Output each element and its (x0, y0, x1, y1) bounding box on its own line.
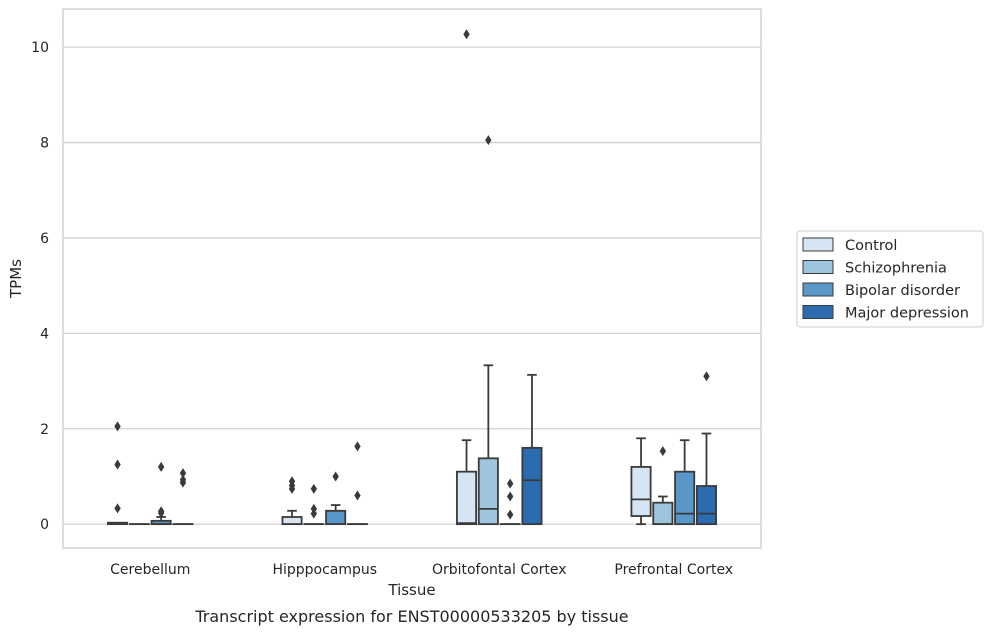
outlier-point (463, 29, 470, 40)
outlier-point (506, 509, 514, 520)
legend-entry-label: Control (845, 238, 897, 254)
legend: Control Schizophrenia Bipolar disorder Majo… (796, 230, 984, 328)
y-tick-label: 2 (40, 422, 49, 438)
y-tick-label: 10 (31, 40, 49, 56)
x-tick-label: Hipppocampus (272, 562, 377, 578)
legend-frame (796, 230, 984, 328)
x-tick-label: Orbitofontal Cortex (432, 562, 567, 578)
y-tick-label: 8 (40, 136, 49, 152)
box-control (630, 437, 652, 526)
box-body (630, 466, 652, 517)
box-bipolar-disorder (325, 471, 347, 526)
outlier-point (506, 478, 514, 489)
box-control (456, 29, 478, 526)
legend-entry-label: Bipolar disorder (845, 283, 960, 299)
box-schizophrenia (652, 446, 674, 526)
legend-entry-label: Major depression (845, 306, 969, 322)
outlier-point (179, 468, 187, 479)
box-schizophrenia (477, 135, 499, 526)
box-body (695, 485, 717, 526)
outlier-point (659, 446, 667, 457)
y-tick-label: 4 (40, 326, 49, 342)
box-body (477, 457, 499, 526)
box-body (652, 501, 674, 526)
x-tick-labels: Cerebellum Hipppocampus Orbitofontal Corte… (110, 562, 733, 578)
chart-title: Transcript expression for ENST0000053320… (194, 607, 628, 626)
box-body (281, 516, 303, 526)
outlier-point (485, 135, 492, 146)
x-tick-label: Prefrontal Cortex (614, 562, 733, 578)
box-schizophrenia (303, 483, 325, 526)
box-major-depression (346, 441, 368, 526)
legend-swatch (802, 260, 834, 274)
y-tick-labels: 0 2 4 6 8 10 (31, 40, 49, 533)
legend-swatch (802, 282, 834, 297)
outlier-point (179, 474, 187, 485)
y-tick-label: 0 (40, 517, 49, 533)
legend-swatch (802, 305, 834, 319)
box-bipolar-disorder (674, 439, 696, 526)
outlier-point (114, 421, 121, 432)
outlier-point (114, 459, 121, 470)
box-body (521, 446, 543, 526)
gridlines (63, 46, 761, 525)
box-bipolar-disorder (150, 461, 172, 526)
outlier-point (332, 471, 339, 482)
outlier-point (310, 503, 318, 514)
outlier-point (703, 371, 710, 382)
outlier-point (354, 441, 361, 452)
box-body (456, 470, 478, 526)
outlier-point (157, 506, 165, 517)
box-major-depression (521, 373, 543, 526)
box-control (281, 476, 303, 526)
box-major-depression (172, 468, 194, 526)
outlier-point (157, 461, 165, 472)
box-major-depression (695, 371, 717, 526)
outlier-point (310, 483, 318, 494)
box-body (674, 470, 696, 526)
box-body (325, 509, 347, 526)
y-tick-label: 6 (40, 231, 49, 247)
legend-entry-label: Schizophrenia (845, 261, 947, 277)
outlier-point (506, 491, 514, 502)
x-axis-label: Tissue (387, 581, 435, 599)
outlier-point (114, 503, 121, 514)
box-control (107, 421, 129, 526)
y-axis-label: TPMs (7, 259, 25, 299)
box-plots (107, 29, 717, 526)
x-tick-label: Cerebellum (110, 562, 190, 578)
outlier-point (354, 490, 361, 501)
plot-area-frame (62, 8, 762, 549)
box-bipolar-disorder (499, 478, 521, 526)
legend-swatch (802, 237, 834, 252)
outlier-point (288, 476, 296, 487)
